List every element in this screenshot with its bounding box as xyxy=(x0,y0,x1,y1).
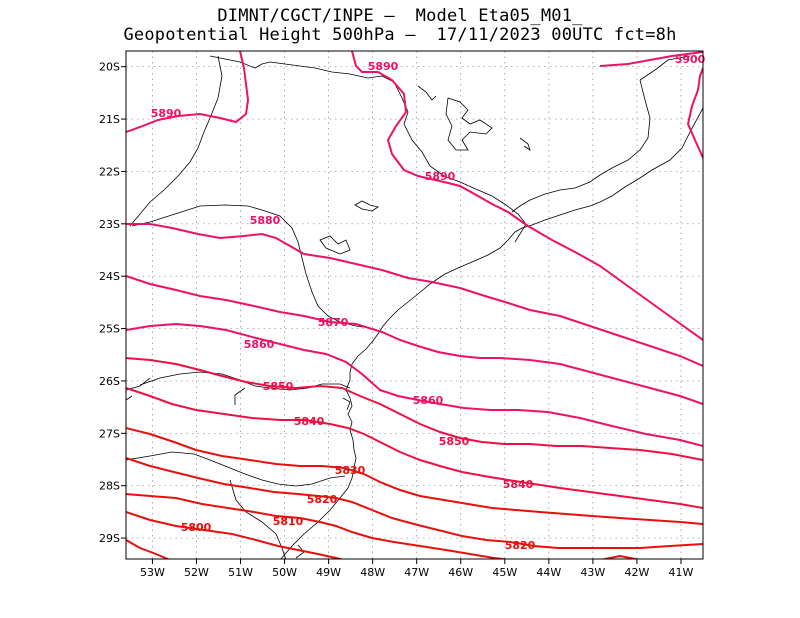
contour-5880 xyxy=(126,223,703,367)
lon-tick-label: 44W xyxy=(536,566,561,579)
lon-tick-label: 43W xyxy=(580,566,605,579)
island-coast xyxy=(342,397,351,411)
contour-label: 5840 xyxy=(503,478,534,491)
longitude-tick-labels: 53W 52W 51W 50W 49W 48W 47W 46W 45W 44W 43W 42W 41W xyxy=(140,566,694,579)
contour-5900-e xyxy=(686,67,703,159)
lon-tick-label: 50W xyxy=(272,566,297,579)
state-border-sc-rs xyxy=(126,451,346,487)
contour-label: 5880 xyxy=(250,214,281,227)
lon-tick-label: 53W xyxy=(140,566,165,579)
lon-tick-label: 46W xyxy=(448,566,473,579)
contour-5870 xyxy=(126,275,703,405)
contour-5840 xyxy=(126,387,703,509)
reservoir-4 xyxy=(417,85,437,101)
contour-label: 5800 xyxy=(181,521,212,534)
contour-label: 5890 xyxy=(151,107,182,120)
reservoir-3 xyxy=(445,97,493,151)
lon-tick-label: 49W xyxy=(316,566,341,579)
lon-tick-label: 52W xyxy=(184,566,209,579)
lat-tick-label: 22S xyxy=(99,165,120,178)
contour-label: 5840 xyxy=(294,415,325,428)
reservoir-1 xyxy=(319,235,351,255)
contour-label: 5810 xyxy=(273,515,304,528)
reservoir-5 xyxy=(519,137,531,151)
lon-tick-label: 51W xyxy=(228,566,253,579)
state-border-pr-sc xyxy=(139,371,351,391)
state-border-ms-sp xyxy=(129,55,223,227)
contour-5790 xyxy=(126,539,171,559)
map-title-line1: DIMNT/CGCT/INPE – Model Eta05_M01_ xyxy=(217,6,583,26)
contour-5810 xyxy=(126,493,511,559)
contour-label: 5890 xyxy=(368,60,399,73)
contour-label: 5850 xyxy=(439,435,470,448)
lat-tick-label: 21S xyxy=(99,113,120,126)
contour-label: 5830 xyxy=(335,464,366,477)
lon-tick-label: 45W xyxy=(492,566,517,579)
contour-label: 5860 xyxy=(244,338,275,351)
lon-tick-label: 47W xyxy=(404,566,429,579)
argentina-border xyxy=(126,377,246,405)
contour-label: 5850 xyxy=(263,380,294,393)
lat-tick-label: 24S xyxy=(99,270,120,283)
lat-tick-label: 25S xyxy=(99,323,120,336)
contour-5860 xyxy=(126,322,703,447)
uruguay-border xyxy=(229,479,287,559)
contour-label: 5820 xyxy=(307,493,338,506)
contour-5900 xyxy=(599,51,703,67)
lat-tick-label: 20S xyxy=(99,61,120,74)
contour-label: 5870 xyxy=(318,316,349,329)
contour-label: 5900 xyxy=(675,53,706,66)
lon-tick-label: 48W xyxy=(360,566,385,579)
atlantic-coastline xyxy=(280,107,703,559)
contour-label: 5890 xyxy=(425,170,456,183)
contour-5820 xyxy=(126,457,703,549)
lat-tick-label: 29S xyxy=(99,532,120,545)
contour-5850 xyxy=(126,357,703,461)
geopotential-contours xyxy=(126,51,703,559)
contour-label: 5820 xyxy=(505,539,536,552)
map-title-line2: Geopotential Height 500hPa – 17/11/2023 … xyxy=(123,25,677,45)
lat-tick-label: 28S xyxy=(99,480,120,493)
lat-tick-label: 27S xyxy=(99,427,120,440)
lat-tick-label: 26S xyxy=(99,375,120,388)
contour-5830 xyxy=(126,427,703,525)
lat-lon-grid xyxy=(126,51,703,559)
contour-labels: 5890 5890 5890 5900 5880 5870 5860 5850 … xyxy=(151,53,706,552)
reservoir-2 xyxy=(354,200,379,212)
map-frame xyxy=(125,50,704,560)
contour-5800 xyxy=(126,511,345,559)
contour-5890-nw xyxy=(126,51,250,133)
axis-ticks xyxy=(121,66,682,564)
lat-tick-label: 23S xyxy=(99,218,120,231)
latitude-tick-labels: 20S 21S 22S 23S 24S 25S 26S 27S 28S 29S xyxy=(99,61,120,545)
coastline-and-borders xyxy=(126,55,703,559)
lon-tick-label: 42W xyxy=(624,566,649,579)
lon-tick-label: 41W xyxy=(669,566,694,579)
paranapanema-border xyxy=(131,204,371,329)
contour-5890-n xyxy=(351,51,703,341)
contour-label: 5860 xyxy=(413,394,444,407)
state-border-mg-rj-es xyxy=(511,55,691,213)
